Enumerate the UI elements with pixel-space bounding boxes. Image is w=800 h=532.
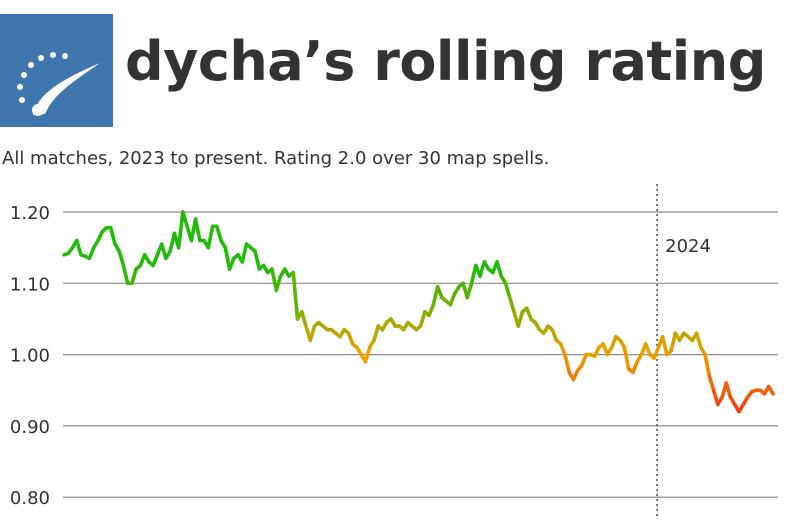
series-segment [108, 225, 117, 246]
series-segment [563, 352, 572, 375]
series-segment [299, 310, 308, 328]
series-segment [223, 245, 232, 271]
series-segment [427, 302, 436, 318]
series-segment [181, 210, 189, 229]
chart-subtitle: All matches, 2023 to present. Rating 2.0… [2, 148, 550, 169]
series-segment [507, 295, 516, 314]
series-segment [694, 331, 703, 350]
speedometer-logo-icon [0, 14, 113, 127]
series-segment [550, 327, 559, 343]
y-tick-label: 1.00 [10, 346, 50, 367]
series-segment [240, 242, 249, 264]
series-segment [478, 260, 487, 278]
series-segment [206, 224, 215, 250]
series-line [62, 210, 775, 414]
logo-needle-hub [32, 104, 44, 116]
header: dycha’s rolling rating [0, 0, 800, 140]
logo-background [0, 14, 113, 127]
y-tick-labels: 1.20 1.10 1.00 0.90 0.80 [10, 203, 50, 509]
series-segment [117, 249, 126, 268]
series-segment [346, 331, 355, 346]
series-segment [130, 267, 138, 286]
series-segment [159, 242, 168, 261]
series-segment [308, 324, 317, 343]
series-segment [465, 281, 474, 300]
series-segment [363, 345, 372, 364]
series-segment [711, 388, 720, 407]
y-tick-label: 0.80 [10, 488, 50, 509]
series-segment [707, 374, 716, 393]
page-title: dycha’s rolling rating [125, 30, 766, 93]
series-segment [643, 342, 652, 357]
series-segment [660, 334, 669, 357]
series-segment [495, 260, 504, 278]
series-segment [176, 210, 185, 250]
logo-needle [33, 63, 100, 115]
year-marker-label: 2024 [665, 236, 711, 257]
series-segment [74, 238, 83, 257]
series-segment [291, 270, 300, 321]
series-segment [524, 306, 533, 321]
series-segment [631, 359, 639, 375]
series-segment [669, 331, 678, 353]
series-segment [558, 342, 567, 357]
series-segment [121, 263, 130, 286]
rating-chart: 1.20 1.10 1.00 0.90 0.80 2024 [0, 176, 800, 528]
series-segment [503, 281, 512, 300]
series-segment [516, 310, 525, 328]
logo-svg [0, 14, 113, 127]
series-segment [580, 352, 589, 368]
chart-svg: 1.20 1.10 1.00 0.90 0.80 2024 [10, 184, 778, 516]
series-segment [622, 345, 631, 371]
y-tick-label: 0.90 [10, 417, 50, 438]
series-segment [274, 274, 283, 293]
y-tick-label: 1.10 [10, 274, 50, 295]
series-segment [448, 292, 457, 307]
series-segment [652, 345, 661, 360]
series-segment [372, 324, 380, 343]
logo-dots [17, 52, 68, 103]
series-segment [193, 217, 202, 243]
series-segment [227, 256, 236, 271]
series-segment [609, 334, 618, 350]
series-segment [435, 285, 444, 300]
series-segment [87, 245, 96, 261]
series-segment [766, 384, 775, 396]
series-segment [724, 381, 733, 400]
series-segment [703, 352, 712, 378]
grid-lines [63, 211, 778, 498]
series-segment [253, 249, 262, 271]
y-tick-label: 1.20 [10, 203, 50, 224]
series-segment [215, 224, 223, 243]
series-segment [151, 252, 160, 268]
series-segment [418, 310, 427, 328]
